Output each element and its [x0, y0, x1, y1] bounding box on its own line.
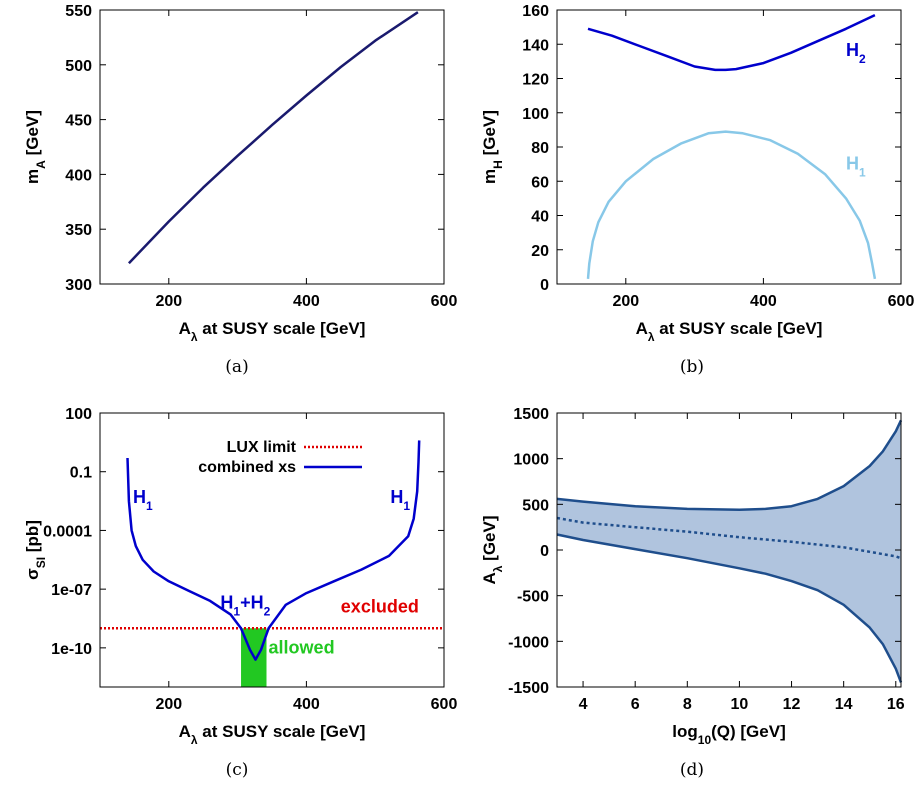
x-axis-label: Aλ at SUSY scale [GeV]: [179, 722, 366, 747]
y-tick-label: 60: [531, 174, 549, 191]
y-tick-label: 1000: [513, 452, 549, 469]
y-tick-label: 1e-10: [51, 641, 92, 658]
y-tick-label: 40: [531, 209, 549, 226]
y-tick-label: 1500: [513, 406, 549, 423]
y-tick-label: 0: [540, 277, 549, 294]
y-tick-label: -1500: [508, 680, 549, 697]
y-tick-label: 160: [522, 3, 549, 20]
y-tick-label: 80: [531, 140, 549, 157]
series-line-upper: [556, 419, 903, 512]
panel-label: (d): [680, 760, 704, 780]
y-tick-label: 140: [522, 37, 549, 54]
y-tick-label: 20: [531, 243, 549, 260]
annotation: H1: [390, 487, 410, 513]
y-tick-label: 350: [65, 222, 92, 239]
x-tick-label: 400: [750, 293, 777, 310]
x-tick-label: 4: [579, 696, 588, 713]
y-tick-label: 0.0001: [43, 523, 92, 540]
chart-panel-b: 200 400 600 0 20 40 60 80 100 120 140 160 Aλ at SUSY…: [480, 3, 914, 377]
series-line-h2: [587, 13, 876, 72]
x-tick-label: 16: [887, 696, 905, 713]
y-tick-label: 550: [65, 3, 92, 20]
x-tick-label: 14: [835, 696, 853, 713]
panel-label: (b): [680, 357, 704, 377]
panel-label: (c): [226, 760, 249, 780]
x-axis-label: Aλ at SUSY scale [GeV]: [636, 319, 823, 344]
plot-frame: [99, 412, 445, 688]
panel-label: (a): [225, 357, 248, 377]
y-tick-label: -500: [517, 589, 549, 606]
annotation: H1+H2: [220, 593, 270, 619]
annotation: excluded: [341, 597, 419, 617]
y-tick-label: -1000: [508, 634, 549, 651]
y-tick-label: 300: [65, 277, 92, 294]
series-line-lower: [556, 533, 903, 683]
series-line-0: [127, 11, 419, 265]
x-tick-label: 600: [888, 293, 915, 310]
chart-panel-c: 200 400 600 100 0.1 0.0001 1e-07 1e-10 Aλ at SUS…: [23, 406, 457, 780]
chart-panel-d: 4 6 8 10 12 14 16 -1500 -1000 -500 0 500 1000 1500 log…: [480, 406, 905, 780]
plot-frame: [99, 9, 445, 285]
y-tick-label: 400: [65, 167, 92, 184]
x-tick-label: 200: [155, 293, 182, 310]
x-tick-label: 10: [731, 696, 749, 713]
band-fill: [557, 420, 901, 683]
legend-label: combined xs: [198, 459, 296, 476]
x-axis-label: log10(Q) [GeV]: [672, 722, 785, 747]
x-tick-label: 400: [293, 293, 320, 310]
x-tick-label: 200: [612, 293, 639, 310]
x-axis-label: Aλ at SUSY scale [GeV]: [179, 319, 366, 344]
y-tick-label: 0: [540, 543, 549, 560]
annotation: H2: [846, 40, 866, 66]
y-axis-label: Aλ [GeV]: [480, 515, 505, 584]
y-axis-label: mA [GeV]: [23, 110, 48, 184]
series-line-combined-xs: [126, 440, 421, 661]
legend-label: LUX limit: [227, 439, 297, 456]
y-tick-label: 100: [522, 106, 549, 123]
x-tick-label: 8: [683, 696, 692, 713]
y-tick-label: 500: [65, 58, 92, 75]
y-tick-label: 450: [65, 113, 92, 130]
x-tick-label: 600: [431, 696, 458, 713]
x-tick-label: 200: [155, 696, 182, 713]
y-axis-label: σSI [pb]: [23, 520, 48, 580]
chart-panel-a: 200 400 600 300 350 400 450 500 550 Aλ at SUSY sc…: [23, 3, 457, 377]
annotation: H1: [133, 487, 153, 513]
annotation: H1: [846, 153, 866, 179]
x-tick-label: 400: [293, 696, 320, 713]
y-tick-label: 500: [522, 497, 549, 514]
y-tick-label: 0.1: [70, 465, 92, 482]
y-tick-label: 120: [522, 72, 549, 89]
x-tick-label: 12: [783, 696, 801, 713]
y-axis-label: mH [GeV]: [480, 110, 505, 184]
x-tick-label: 6: [631, 696, 640, 713]
x-tick-label: 600: [431, 293, 458, 310]
y-tick-label: 1e-07: [51, 582, 92, 599]
y-tick-label: 100: [65, 406, 92, 423]
series-line-h1: [586, 130, 877, 280]
annotation: allowed: [269, 638, 335, 658]
